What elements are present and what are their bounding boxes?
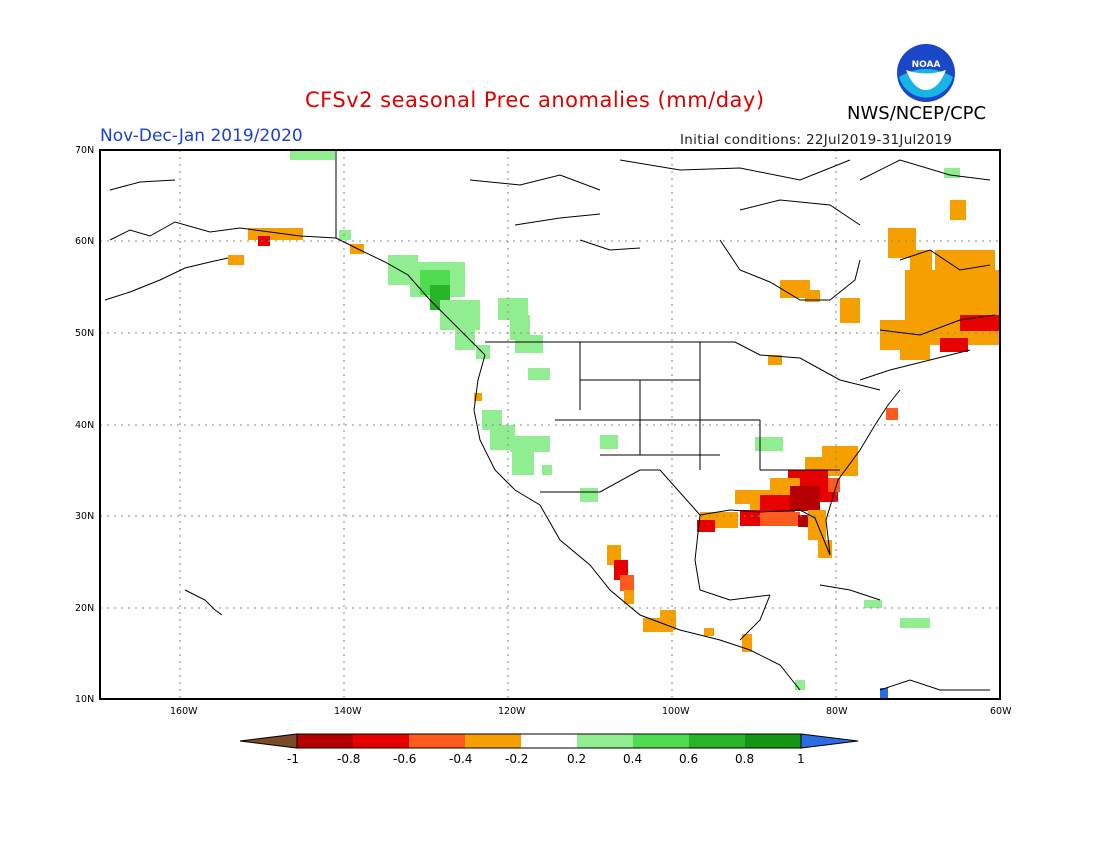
lat-label: 60N	[75, 236, 94, 247]
colorbar-label: -1	[287, 752, 299, 766]
colorbar-label: 0.8	[735, 752, 754, 766]
colorbar-swatch	[521, 734, 577, 748]
anomaly-region-southwest-us	[482, 368, 618, 502]
lon-label: 140W	[334, 706, 362, 717]
lon-label: 160W	[170, 706, 198, 717]
lat-label: 50N	[75, 328, 94, 339]
colorbar-left-arrow	[240, 734, 297, 748]
colorbar-swatch	[633, 734, 689, 748]
colorbar-label: 0.6	[679, 752, 698, 766]
lat-label: 40N	[75, 420, 94, 431]
lon-label: 80W	[826, 706, 848, 717]
anomaly-region-western-mexico	[607, 168, 960, 698]
anomaly-region-pacific-northwest-coast	[290, 150, 543, 359]
noaa-logo-icon: NOAA	[897, 44, 955, 102]
colorbar-label: -0.2	[505, 752, 528, 766]
lon-label: 60W	[990, 706, 1012, 717]
colorbar-right-arrow	[801, 734, 858, 748]
colorbar-label: 0.2	[567, 752, 586, 766]
lon-label: 120W	[498, 706, 526, 717]
anomaly-region-southeast-us	[697, 437, 858, 558]
colorbar: -1 -0.8 -0.6 -0.4 -0.2 0.2 0.4 0.6 0.8 1	[239, 733, 859, 766]
coastlines	[104, 150, 996, 691]
longitude-labels: 160W 140W 120W 100W 80W 60W	[170, 706, 1012, 717]
colorbar-swatch	[409, 734, 465, 748]
colorbar-label: 1	[797, 752, 805, 766]
lat-label: 10N	[75, 694, 94, 705]
colorbar-label: -0.6	[393, 752, 416, 766]
lat-label: 70N	[75, 145, 94, 156]
colorbar-label: -0.8	[337, 752, 360, 766]
latitude-labels: 70N 60N 50N 40N 30N 20N 10N	[75, 145, 94, 705]
chart-title: CFSv2 seasonal Prec anomalies (mm/day)	[305, 88, 765, 112]
colorbar-swatch	[577, 734, 633, 748]
lat-label: 20N	[75, 603, 94, 614]
colorbar-swatch	[745, 734, 801, 748]
lon-label: 100W	[662, 706, 690, 717]
colorbar-swatch	[297, 734, 353, 748]
logo-text: NOAA	[912, 60, 941, 70]
lat-label: 30N	[75, 511, 94, 522]
agency-label: NWS/NCEP/CPC	[847, 103, 987, 124]
graticule	[100, 150, 1000, 699]
colorbar-swatch	[465, 734, 521, 748]
colorbar-swatch	[353, 734, 409, 748]
colorbar-swatch	[689, 734, 745, 748]
colorbar-label: 0.4	[623, 752, 642, 766]
colorbar-label: -0.4	[449, 752, 472, 766]
initial-conditions: Initial conditions: 22Jul2019-31Jul2019	[680, 132, 953, 148]
forecast-period: Nov-Dec-Jan 2019/2020	[100, 126, 303, 146]
anomaly-region-eastern-canada	[768, 200, 1000, 420]
map-frame	[99, 149, 1001, 700]
